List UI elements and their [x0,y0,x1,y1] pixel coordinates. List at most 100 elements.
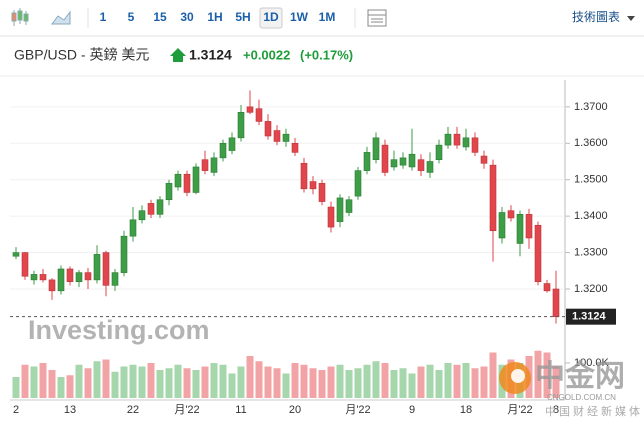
volume-bar [93,361,101,398]
volume-bar [201,366,209,398]
volume-bar [426,364,434,398]
domain-watermark: CNGOLD.COM.CN [547,393,616,402]
candle-body [309,181,317,190]
x-tick-label: 月'22 [345,404,370,416]
interval-button[interactable]: 1D [263,10,279,24]
interval-button[interactable]: 30 [180,10,194,24]
volume-bar [39,363,47,398]
change-percent: (+0.17%) [300,47,353,62]
volume-bar [57,377,65,398]
volume-bar [408,373,416,398]
x-tick-label: 20 [289,404,301,416]
change: +0.0022 [243,47,290,62]
symbol: GBP/USD - 英鎊 美元 [14,47,149,63]
candle-body [516,214,524,244]
volume-bar [75,364,83,398]
volume-bar [120,366,128,398]
volume-bar [219,364,227,398]
volume-bar [12,377,20,398]
volume-bar [552,366,560,398]
candle-body [174,173,182,188]
candle-body [543,283,551,292]
interval-button[interactable]: 15 [153,10,167,24]
candle-body [381,144,389,173]
volume-bar [480,366,488,398]
x-tick-label: 月'22 [174,404,199,416]
volume-bar [354,368,362,398]
volume-tick-label: 100.0K [574,357,610,369]
current-price-label: 1.3124 [572,311,607,323]
y-tick-label: 1.3200 [574,283,608,295]
candle-body [291,142,299,153]
candle-body [318,183,326,202]
logo-watermark: 中金网 [535,359,625,393]
candle-body [57,268,65,292]
candle-body [471,137,479,153]
candle-body [498,212,506,239]
volume-bar [372,361,380,398]
y-tick-label: 1.3400 [574,210,608,222]
candle-body [138,210,146,221]
x-tick-label: 11 [235,404,246,416]
interval-button[interactable]: 1H [207,10,222,24]
dropdown-arrow[interactable] [627,16,635,21]
volume-bar [390,370,398,398]
volume-bar [309,368,317,398]
candle-body [228,137,236,151]
volume-bar [264,366,272,398]
volume-bar [192,370,200,398]
settings-icon[interactable] [367,9,387,27]
volume-bar [318,370,326,398]
candle-body [489,164,497,232]
volume-bar [156,370,164,398]
volume-bar [543,352,551,398]
volume-bar [30,366,38,398]
candle-body [129,219,137,237]
candle-body [363,152,371,171]
candle-body [21,252,29,277]
candle-body [147,203,155,215]
volume-bar [417,366,425,398]
interval-button[interactable]: 1M [319,10,336,24]
candle-body [165,183,173,201]
tech-chart-menu[interactable]: 技術圖表 [572,10,620,24]
candle-body [48,279,56,292]
candle-body [273,130,281,142]
volume-bar [138,366,146,398]
price: 1.3124 [189,47,232,63]
candle-body [39,274,47,281]
candle-body [66,268,74,283]
candle-body [327,206,335,228]
candle-body [507,210,515,219]
volume-bar [165,368,173,398]
x-tick-label: 13 [64,404,76,416]
volume-bar [174,364,182,398]
interval-button[interactable]: 5H [235,10,250,24]
candle-icon[interactable] [11,8,29,26]
area-icon[interactable] [51,10,71,25]
volume-bar [291,363,299,398]
candle-body [255,108,263,122]
candle-body [246,106,254,113]
volume-bar [210,363,218,398]
interval-button[interactable]: 1 [100,10,107,24]
logo-circle-inner [511,369,525,383]
y-tick-label: 1.3300 [574,246,608,258]
candle-body [201,159,209,171]
volume-bar [129,364,137,398]
candle-body [111,272,119,286]
active-interval-box [259,7,283,29]
candle-body [120,235,128,273]
x-tick-label: 月'22 [507,404,532,416]
candle-body [372,137,380,160]
candle-body [426,161,434,173]
candle-body [345,199,353,213]
volume-bar [336,364,344,398]
tagline-watermark: 中国财经新媒体 [545,404,643,418]
volume-bar [399,368,407,398]
candle-body [354,170,362,197]
volume-bar [228,373,236,398]
volume-bar [273,368,281,398]
interval-button[interactable]: 5 [128,10,135,24]
interval-button[interactable]: 1W [290,10,309,24]
